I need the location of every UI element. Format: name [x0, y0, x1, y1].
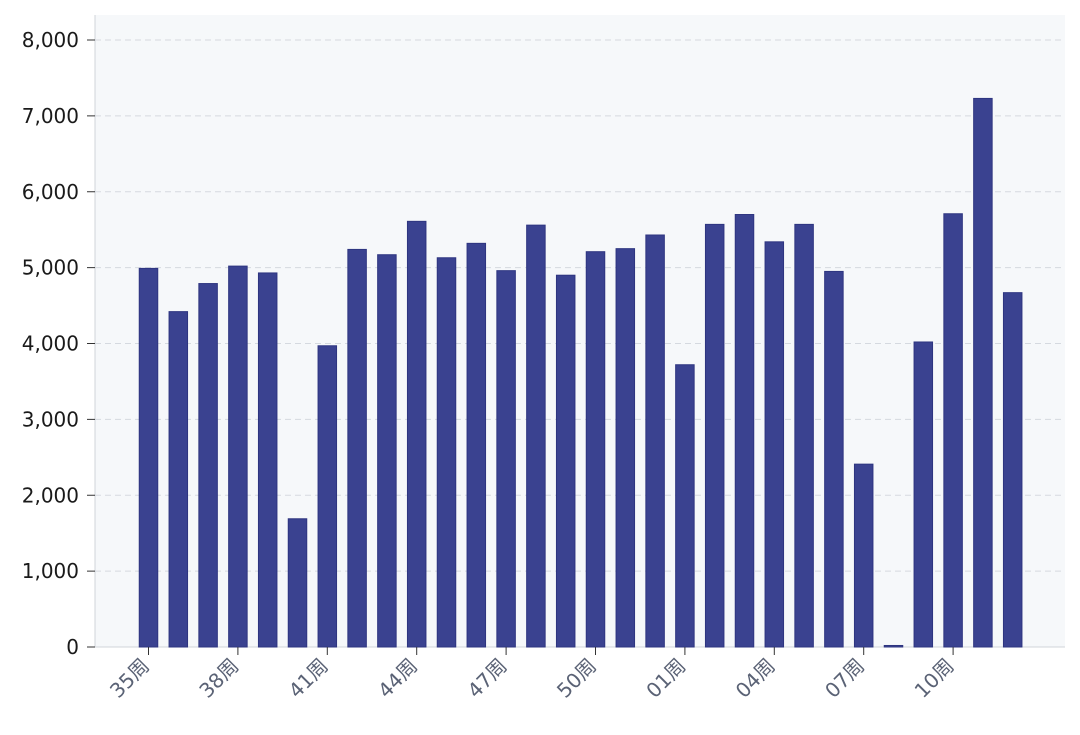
bar — [913, 341, 934, 648]
y-tick-label: 5,000 — [22, 256, 79, 280]
bar — [317, 345, 338, 648]
bar — [198, 283, 218, 648]
y-tick-label: 6,000 — [22, 180, 79, 204]
bar — [615, 248, 636, 648]
x-tick-label: 38周 — [194, 654, 243, 703]
x-tick-label: 47周 — [463, 654, 512, 703]
x-tick-label: 07周 — [820, 654, 869, 703]
grid-lines — [95, 39, 1065, 572]
bar — [883, 644, 904, 648]
bar — [555, 274, 576, 648]
bar — [347, 248, 367, 648]
bar — [466, 242, 487, 648]
bar — [406, 220, 427, 648]
bar — [794, 223, 814, 648]
bar — [853, 463, 874, 648]
bar — [168, 311, 189, 648]
y-tick-label: 7,000 — [22, 104, 79, 128]
x-tick-label: 01周 — [641, 654, 690, 703]
bar — [228, 265, 248, 648]
bar — [257, 272, 278, 648]
y-tick-label: 2,000 — [22, 483, 79, 507]
bar — [943, 213, 963, 648]
x-axis-ticks: 35周 38周 41周 44周 47周 50周 01周 04周 07周 10周 — [105, 647, 959, 703]
x-tick-label: 04周 — [731, 654, 780, 703]
x-tick-label: 10周 — [910, 654, 959, 703]
bar — [973, 97, 993, 648]
plot-background — [95, 15, 1065, 647]
y-tick-label: 3,000 — [22, 407, 79, 431]
bar — [138, 267, 159, 648]
y-tick-label: 0 — [66, 635, 79, 659]
x-tick-label: 41周 — [284, 654, 333, 703]
bar — [526, 224, 546, 648]
x-tick-label: 44周 — [373, 654, 422, 703]
bar — [704, 223, 725, 648]
bar — [1002, 292, 1023, 648]
bar — [585, 251, 606, 648]
bar — [734, 214, 755, 648]
x-tick-label: 50周 — [552, 654, 601, 703]
bar — [436, 257, 457, 648]
y-axis-ticks: 0 1,000 2,000 3,000 4,000 5,000 6,000 7,000 8,00… — [22, 28, 95, 659]
bars — [138, 97, 1023, 648]
bar — [675, 364, 695, 648]
bar — [645, 234, 665, 648]
x-tick-label: 35周 — [105, 654, 154, 703]
bar — [377, 254, 397, 648]
bar — [764, 241, 785, 648]
y-tick-label: 8,000 — [22, 28, 79, 52]
bar — [496, 270, 516, 648]
bar — [824, 270, 844, 648]
y-tick-label: 4,000 — [22, 332, 79, 356]
y-tick-label: 1,000 — [22, 559, 79, 583]
bar — [287, 518, 308, 648]
